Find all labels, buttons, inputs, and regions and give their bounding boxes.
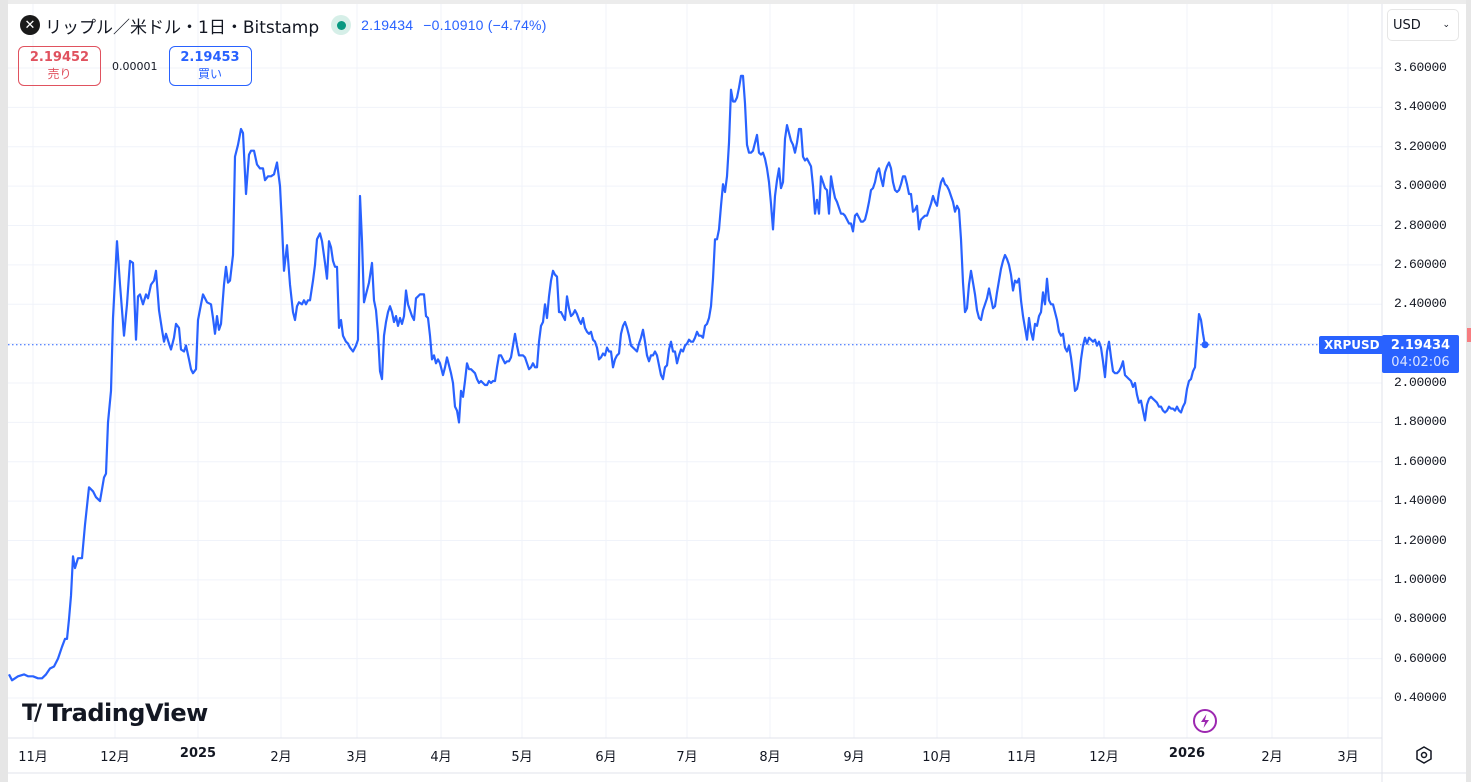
price-axis-label: 1.60000	[1394, 453, 1447, 469]
price-axis-label: 3.00000	[1394, 178, 1447, 194]
tradingview-logo[interactable]: T/ TradingView	[22, 699, 208, 727]
time-axis-label: 2月	[1261, 750, 1283, 765]
time-axis-label: 3月	[346, 750, 368, 765]
alert-marker	[1467, 328, 1471, 342]
price-axis-label: 3.60000	[1394, 60, 1447, 75]
chart-settings-gear-icon[interactable]	[1413, 744, 1435, 766]
time-axis-label: 8月	[759, 750, 781, 765]
price-axis-label: 1.40000	[1394, 493, 1447, 509]
price-axis-label: 0.40000	[1394, 690, 1447, 705]
price-change: −0.10910	[423, 17, 484, 33]
sell-button[interactable]: 2.19452 売り	[18, 46, 101, 86]
sell-label: 売り	[47, 67, 72, 81]
bar-countdown: 04:02:06	[1391, 355, 1450, 370]
window-left-border	[0, 0, 8, 782]
time-axis-label: 9月	[843, 750, 865, 765]
last-price: 2.19434	[361, 17, 414, 33]
buy-label: 買い	[197, 67, 222, 81]
window-right-border	[1466, 0, 1471, 782]
time-axis-label: 2025	[179, 746, 217, 761]
time-axis-label: 2月	[270, 750, 292, 765]
symbol-title[interactable]: リップル／米ドル・1日・Bitstamp	[45, 17, 320, 38]
time-axis-label: 11月	[18, 750, 48, 765]
price-axis-label: 1.00000	[1394, 571, 1447, 587]
price-axis-label: 0.60000	[1394, 650, 1447, 666]
buy-price: 2.19453	[180, 50, 240, 65]
current-price: 2.19434	[1390, 338, 1451, 353]
quote-values: 2.19434 −0.10910 (−4.74%)	[361, 17, 546, 33]
price-axis-label: 1.80000	[1394, 414, 1447, 430]
chevron-down-icon: ⌄	[1442, 20, 1450, 30]
xrp-icon[interactable]: ✕	[20, 15, 40, 35]
currency-value: USD	[1393, 17, 1421, 33]
price-axis-label: 1.20000	[1394, 532, 1447, 548]
symbol-price-tag: XRPUSD	[1319, 336, 1385, 354]
price-axis-label: 3.20000	[1394, 138, 1447, 154]
time-axis-label: 3月	[1337, 750, 1359, 765]
sell-price: 2.19452	[29, 50, 90, 65]
time-axis-label: 11月	[1007, 750, 1037, 765]
price-axis-label: 2.80000	[1394, 217, 1447, 233]
last-price-dot	[1201, 341, 1209, 349]
currency-select[interactable]: USD ⌄	[1387, 9, 1459, 41]
time-axis-label: 10月	[922, 750, 952, 765]
time-axis-label: 12月	[100, 750, 130, 765]
lightning-events-icon[interactable]	[1192, 708, 1218, 734]
tradingview-logo-icon: T/	[22, 700, 42, 726]
time-axis-label: 12月	[1089, 750, 1119, 765]
symbol-header: ✕ リップル／米ドル・1日・Bitstamp 2.19434 −0.10910 …	[20, 12, 547, 38]
trade-panel: 2.19452 売り 0.00001 2.19453 買い	[18, 46, 252, 86]
price-series-line[interactable]	[8, 74, 1207, 682]
price-axis-label: 3.40000	[1394, 99, 1447, 115]
time-axis-label: 6月	[595, 750, 617, 765]
spread-value: 0.00001	[112, 59, 158, 73]
current-price-label: 2.19434 04:02:06	[1382, 335, 1459, 373]
window-top-border	[0, 0, 1471, 4]
time-axis-label: 4月	[430, 750, 452, 765]
time-axis-label: 7月	[676, 750, 698, 765]
time-axis-label: 2026	[1168, 746, 1206, 761]
price-axis-label: 2.60000	[1394, 256, 1447, 272]
market-open-dot-icon[interactable]	[331, 15, 352, 35]
chart-grid	[8, 4, 1382, 738]
price-axis-label: 2.00000	[1394, 375, 1447, 390]
buy-button[interactable]: 2.19453 買い	[168, 46, 252, 86]
price-axis-label: 0.80000	[1394, 611, 1447, 627]
logo-text: TradingView	[47, 699, 208, 727]
time-axis-label: 5月	[511, 750, 533, 765]
price-change-percent: (−4.74%)	[487, 17, 547, 33]
price-axis-label: 2.40000	[1394, 296, 1447, 312]
